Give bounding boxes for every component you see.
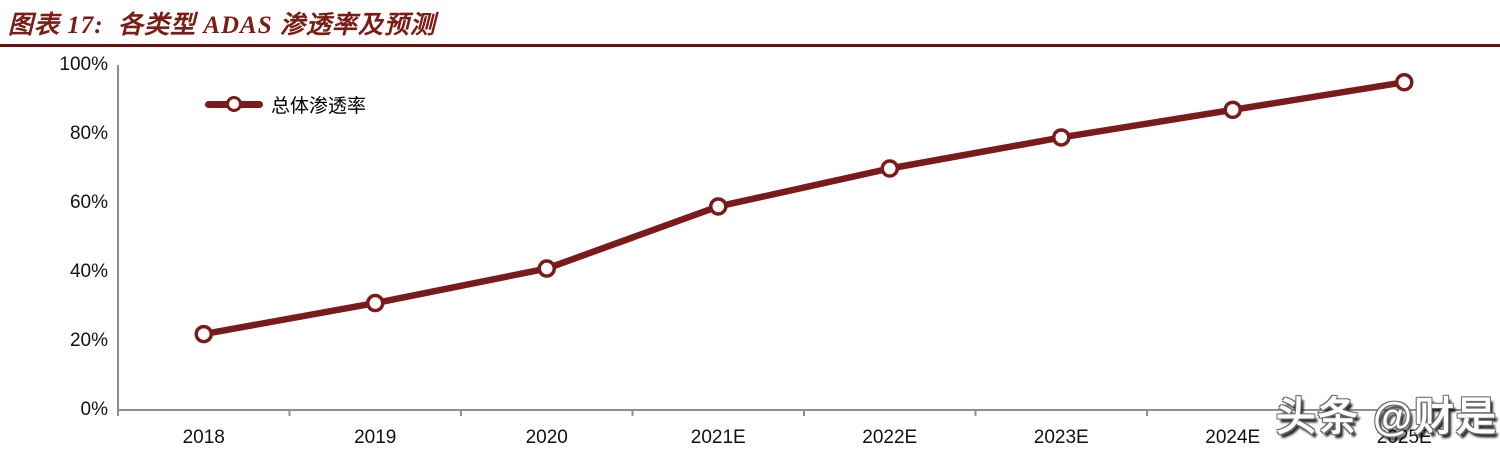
x-tick-label-2022e: 2022E: [862, 427, 918, 448]
y-tick-label-100: 100%: [59, 54, 108, 75]
x-tick-label-2018: 2018: [182, 427, 225, 448]
title-separator-rule: [0, 44, 1500, 47]
data-point-marker: [1223, 100, 1242, 120]
x-tick-label-2019: 2019: [354, 427, 397, 448]
y-tick-label-0: 0%: [80, 399, 108, 420]
legend-line-marker-icon: [205, 96, 263, 112]
y-tick-label-40: 40%: [69, 261, 108, 282]
data-point-marker: [1395, 73, 1414, 92]
x-tick-label-2024e: 2024E: [1205, 427, 1261, 448]
data-point-marker: [709, 197, 728, 216]
y-tick-label-60: 60%: [69, 192, 108, 213]
data-point-marker: [194, 324, 213, 344]
data-point-marker: [366, 293, 385, 313]
data-point-marker: [880, 159, 899, 178]
watermark-text: 头条 @财是: [1275, 395, 1498, 439]
data-point-marker: [537, 259, 556, 278]
x-tick-label-2023e: 2023E: [1033, 427, 1089, 448]
data-point-marker: [1052, 128, 1071, 147]
y-tick-label-20: 20%: [69, 330, 108, 351]
figure-title: 图表 17: 各类型 ADAS 渗透率及预测: [8, 12, 436, 39]
x-tick-label-2021e: 2021E: [690, 427, 746, 448]
legend-circle-marker-icon: [226, 96, 242, 112]
x-axis-tick-labels: 2018 2019 2020 2021E 2022E 2023E 2024E 2…: [118, 427, 1490, 449]
y-tick-label-80: 80%: [69, 123, 108, 144]
series-line: [200, 79, 1408, 338]
x-tick-label-2025e: 2025E: [1376, 427, 1432, 448]
x-tick-label-2020: 2020: [525, 427, 568, 448]
chart-legend: 总体渗透率: [205, 92, 367, 117]
legend-series-label: 总体渗透率: [271, 95, 367, 117]
